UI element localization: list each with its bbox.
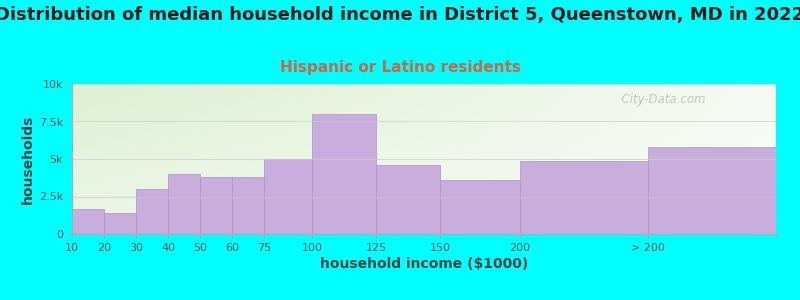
Bar — [200, 177, 232, 234]
Bar — [440, 180, 520, 234]
X-axis label: household income ($1000): household income ($1000) — [320, 257, 528, 271]
Text: Distribution of median household income in District 5, Queenstown, MD in 2022: Distribution of median household income … — [0, 6, 800, 24]
Bar — [648, 147, 776, 234]
Bar — [136, 189, 168, 234]
Y-axis label: households: households — [21, 114, 34, 204]
Bar — [72, 208, 104, 234]
Bar — [264, 159, 312, 234]
Bar — [104, 213, 136, 234]
Bar — [168, 174, 200, 234]
Text: City-Data.com: City-Data.com — [614, 93, 706, 106]
Bar — [312, 114, 376, 234]
Bar — [232, 177, 264, 234]
Bar — [520, 160, 648, 234]
Bar — [376, 165, 440, 234]
Text: Hispanic or Latino residents: Hispanic or Latino residents — [279, 60, 521, 75]
